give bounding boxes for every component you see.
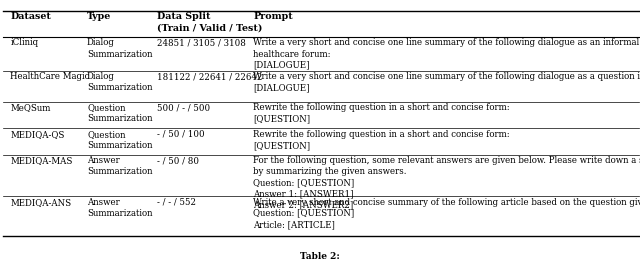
Text: Answer
Summarization: Answer Summarization: [87, 156, 152, 176]
Text: Dialog
Summarization: Dialog Summarization: [87, 72, 152, 92]
Text: Question
Summarization: Question Summarization: [87, 103, 152, 123]
Text: Table 2:: Table 2:: [300, 252, 340, 261]
Text: - / 50 / 80: - / 50 / 80: [157, 156, 200, 165]
Text: 24851 / 3105 / 3108: 24851 / 3105 / 3108: [157, 38, 246, 47]
Text: For the following question, some relevant answers are given below. Please write : For the following question, some relevan…: [253, 156, 640, 210]
Text: MeQSum: MeQSum: [10, 103, 51, 112]
Text: Write a very short and concise one line summary of the following dialogue as a q: Write a very short and concise one line …: [253, 72, 640, 92]
Text: - / - / 552: - / - / 552: [157, 198, 196, 207]
Text: MEDIQA-MAS: MEDIQA-MAS: [10, 156, 72, 165]
Text: Dialog
Summarization: Dialog Summarization: [87, 38, 152, 59]
Text: - / 50 / 100: - / 50 / 100: [157, 130, 205, 139]
Text: Write a very short and concise summary of the following article based on the que: Write a very short and concise summary o…: [253, 198, 640, 229]
Text: Rewrite the following question in a short and concise form:
[QUESTION]: Rewrite the following question in a shor…: [253, 103, 510, 123]
Text: 500 / - / 500: 500 / - / 500: [157, 103, 211, 112]
Text: 181122 / 22641 / 22642: 181122 / 22641 / 22642: [157, 72, 263, 81]
Text: Prompt: Prompt: [253, 12, 293, 21]
Text: HealthCare Magic: HealthCare Magic: [10, 72, 90, 81]
Text: Dataset: Dataset: [10, 12, 51, 21]
Text: MEDIQA-ANS: MEDIQA-ANS: [10, 198, 72, 207]
Text: Rewrite the following question in a short and concise form:
[QUESTION]: Rewrite the following question in a shor…: [253, 130, 510, 150]
Text: Question
Summarization: Question Summarization: [87, 130, 152, 150]
Text: Answer
Summarization: Answer Summarization: [87, 198, 152, 218]
Text: Data Split
(Train / Valid / Test): Data Split (Train / Valid / Test): [157, 12, 263, 33]
Text: MEDIQA-QS: MEDIQA-QS: [10, 130, 65, 139]
Text: Type: Type: [87, 12, 111, 21]
Text: Write a very short and concise one line summary of the following dialogue as an : Write a very short and concise one line …: [253, 38, 640, 70]
Text: iCliniq: iCliniq: [10, 38, 38, 47]
